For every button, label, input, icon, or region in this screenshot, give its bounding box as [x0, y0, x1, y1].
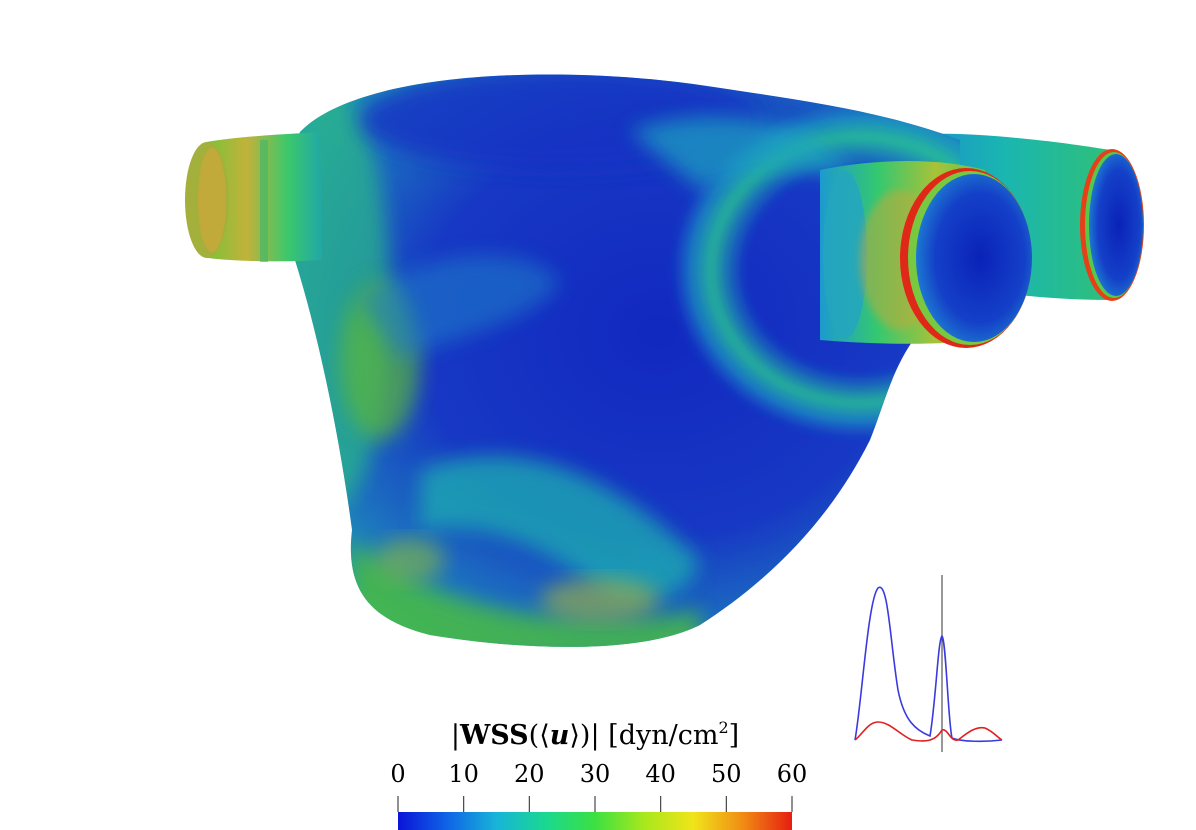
waveform-blue — [854, 586, 1003, 743]
colorbar-tick-label: 10 — [448, 760, 479, 788]
colorbar-tick-label: 50 — [711, 760, 742, 788]
colorbar-tick-label: 30 — [579, 760, 611, 788]
waveform-inset — [854, 575, 1003, 752]
chamber-body — [288, 74, 960, 647]
colorbar-title: |WSS(⟨u⟩)| [dyn/cm2] — [450, 718, 740, 751]
colorbar-tick-label: 60 — [776, 760, 808, 788]
colorbar-tick-label: 0 — [390, 760, 406, 788]
colorbar-gradient — [398, 812, 792, 830]
colorbar — [397, 796, 793, 830]
near-outlet-tube — [820, 161, 1032, 348]
left-inlet-tube — [185, 132, 322, 262]
colorbar-tick-label: 20 — [514, 760, 545, 788]
colorbar-tick-label: 40 — [645, 760, 676, 788]
waveform-red — [854, 721, 1003, 742]
